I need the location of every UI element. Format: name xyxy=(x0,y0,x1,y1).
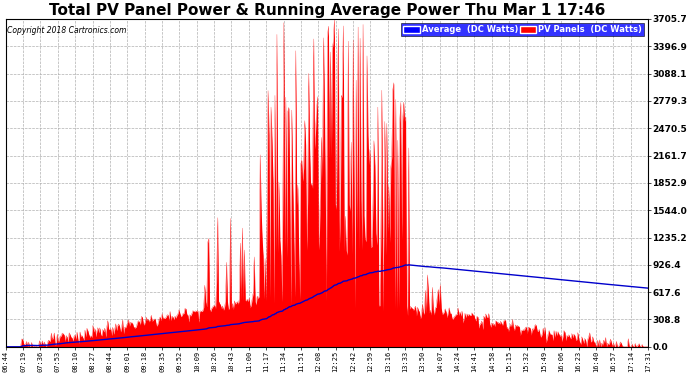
Text: Copyright 2018 Cartronics.com: Copyright 2018 Cartronics.com xyxy=(7,26,126,34)
Title: Total PV Panel Power & Running Average Power Thu Mar 1 17:46: Total PV Panel Power & Running Average P… xyxy=(49,3,605,18)
Legend: Average  (DC Watts), PV Panels  (DC Watts): Average (DC Watts), PV Panels (DC Watts) xyxy=(401,23,644,36)
